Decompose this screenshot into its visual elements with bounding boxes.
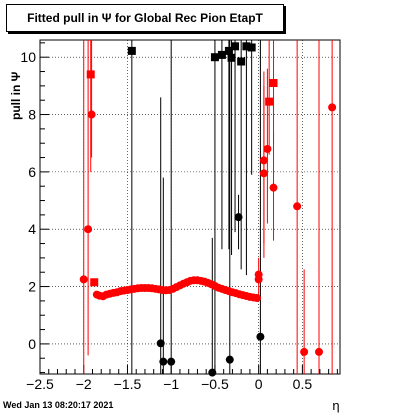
data-point-circle bbox=[225, 355, 234, 364]
y-axis-label: pull in Ψ bbox=[9, 71, 23, 120]
x-tick-label: −1 bbox=[163, 376, 179, 392]
data-point-circle bbox=[156, 339, 165, 348]
y-tick-label: 4 bbox=[28, 221, 36, 237]
data-point-circle bbox=[315, 347, 324, 356]
data-point-square bbox=[242, 42, 251, 51]
data-point-square bbox=[265, 97, 274, 106]
data-point-circle bbox=[159, 357, 168, 366]
x-tick-label: 0.5 bbox=[293, 376, 313, 392]
data-point-circle bbox=[208, 368, 217, 377]
y-tick-label: 2 bbox=[28, 279, 36, 295]
plot-frame bbox=[39, 39, 341, 375]
data-point-square bbox=[86, 70, 95, 79]
data-point-circle bbox=[263, 144, 272, 153]
data-point-circle bbox=[84, 225, 93, 234]
data-point-circle bbox=[256, 332, 265, 341]
data-point-circle bbox=[293, 202, 302, 211]
data-point-circle bbox=[167, 357, 176, 366]
data-point-square bbox=[247, 43, 256, 52]
x-tick-label: 0 bbox=[255, 376, 263, 392]
chart-title: Fitted pull in Ψ for Global Rec Pion Eta… bbox=[6, 4, 284, 32]
data-point-circle bbox=[79, 275, 88, 284]
data-point-square bbox=[90, 278, 99, 287]
data-point-circle bbox=[87, 110, 96, 119]
x-tick-label: −2 bbox=[76, 376, 92, 392]
x-tick-label: −1.5 bbox=[114, 376, 142, 392]
data-point-circle bbox=[259, 156, 268, 165]
data-point-circle bbox=[254, 275, 263, 284]
y-tick-label: 6 bbox=[28, 164, 36, 180]
data-point-circle bbox=[328, 103, 337, 112]
x-axis-label: η bbox=[332, 398, 339, 413]
data-point-square bbox=[210, 53, 219, 62]
data-point-square bbox=[224, 46, 233, 55]
y-tick-label: 0 bbox=[28, 336, 36, 352]
data-point-square bbox=[269, 79, 278, 88]
y-tick-label: 8 bbox=[28, 107, 36, 123]
y-tick-label: 10 bbox=[20, 49, 36, 65]
data-point-square bbox=[127, 46, 136, 55]
data-point-circle bbox=[300, 347, 309, 356]
datestamp: Wed Jan 13 08:20:17 2021 bbox=[3, 400, 114, 410]
data-point-square bbox=[231, 42, 240, 51]
x-tick-label: −0.5 bbox=[201, 376, 229, 392]
data-point-circle bbox=[234, 213, 243, 222]
data-point-circle bbox=[259, 169, 268, 178]
x-tick-label: −2.5 bbox=[26, 376, 54, 392]
data-point-square bbox=[237, 57, 246, 66]
data-point-square bbox=[227, 53, 236, 62]
data-point-circle bbox=[252, 294, 261, 303]
data-point-circle bbox=[269, 183, 278, 192]
data-point-square bbox=[217, 50, 226, 59]
